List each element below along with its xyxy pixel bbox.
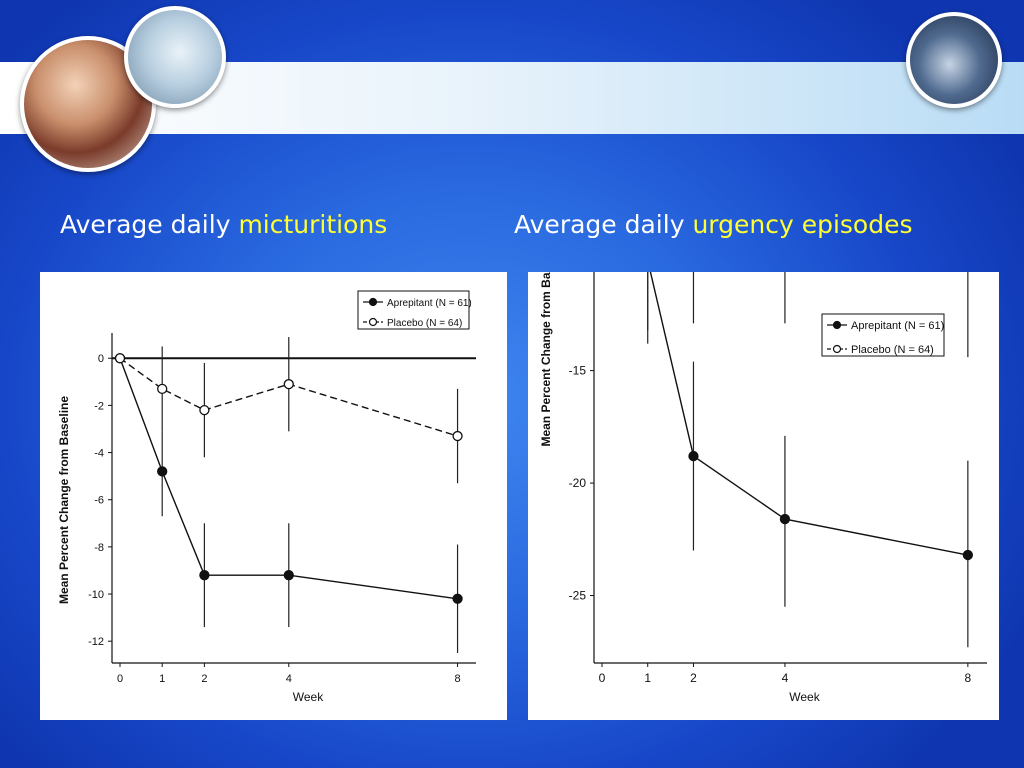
data-point-aprepitant (199, 570, 210, 581)
x-tick-label: 0 (117, 673, 123, 685)
y-tick-label: -6 (94, 495, 104, 507)
data-point-aprepitant (962, 549, 974, 561)
legend-marker (368, 297, 378, 307)
x-tick-label: 0 (599, 671, 606, 685)
x-tick-label: 4 (782, 671, 789, 685)
y-tick-label: -12 (88, 636, 104, 648)
doctor-photo (124, 6, 226, 108)
y-tick-label: 0 (98, 353, 104, 365)
x-tick-label: 1 (159, 673, 165, 685)
legend-marker (832, 320, 842, 330)
x-axis-label: Week (789, 690, 820, 704)
y-axis-label: Mean Percent Change from Baseline (57, 396, 71, 604)
y-tick-label: -25 (569, 589, 587, 603)
data-point-placebo (114, 353, 126, 364)
legend-label: Placebo (N = 64) (851, 344, 934, 356)
data-point-placebo (283, 379, 294, 390)
micturitions-chart: 0 -2 -4 -6 -8 -10 -12 0 1 2 4 8 Week Mean Percent Cha… (57, 290, 476, 704)
data-point-aprepitant (779, 513, 791, 525)
x-tick-label: 2 (201, 673, 207, 685)
data-point-placebo (199, 404, 210, 416)
legend-label: Placebo (N = 64) (387, 318, 462, 329)
y-tick-label: -10 (88, 589, 104, 601)
right-heading-prefix: Average daily (514, 210, 685, 239)
right-heading-highlight: urgency episodes (692, 210, 913, 239)
legend-label: Aprepitant (N = 61) (851, 320, 944, 332)
data-point-aprepitant (688, 450, 699, 462)
y-tick-label: -20 (569, 476, 587, 490)
left-chart-heading: Average daily micturitions (60, 210, 387, 239)
patient-photo (906, 12, 1002, 108)
y-tick-label: -2 (94, 400, 104, 412)
y-tick-label: -4 (94, 448, 104, 460)
micturitions-chart-panel: 0 -2 -4 -6 -8 -10 -12 0 1 2 4 8 Week Mean Percent Cha… (40, 272, 507, 720)
data-point-aprepitant (283, 570, 294, 581)
x-tick-label: 4 (286, 673, 292, 685)
x-tick-label: 8 (454, 673, 460, 685)
y-tick-label: -15 (569, 364, 587, 378)
x-axis-label: Week (293, 690, 324, 704)
legend-marker (368, 317, 378, 327)
data-point-placebo (452, 430, 463, 442)
x-tick-label: 2 (690, 671, 697, 685)
right-chart-heading: Average daily urgency episodes (514, 210, 913, 239)
legend-marker (832, 344, 842, 354)
y-axis-label: Mean Percent Change from Baseline (539, 272, 553, 447)
y-tick-label: -8 (94, 542, 104, 554)
data-point-placebo (157, 383, 168, 395)
x-tick-label: 8 (965, 671, 972, 685)
data-point-aprepitant (157, 466, 168, 477)
legend-label: Aprepitant (N = 61) (387, 298, 472, 309)
data-point-aprepitant (452, 593, 463, 604)
x-tick-label: 1 (644, 671, 651, 685)
left-heading-highlight: micturitions (238, 210, 388, 239)
left-heading-prefix: Average daily (60, 210, 231, 239)
